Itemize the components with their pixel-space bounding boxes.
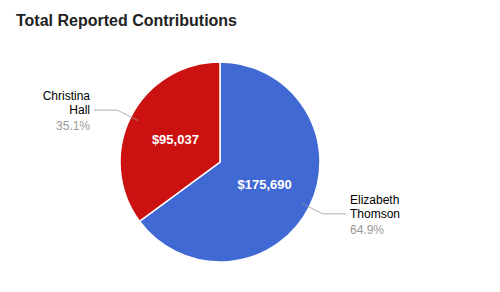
chart: Total Reported Contributions $175,690 $95,… [0, 0, 500, 292]
title: Total Reported Contributions [16, 12, 237, 29]
pie: $175,690 $95,037 ElizabethThomson 64.9% Chri… [43, 62, 400, 262]
category-label: ChristinaHall [43, 89, 91, 117]
percent-label: 35.1% [56, 119, 90, 133]
leader-line [94, 110, 138, 120]
leader-line [302, 203, 346, 213]
data-label: $175,690 [238, 177, 292, 192]
percent-label: 64.9% [350, 223, 384, 237]
slice [120, 62, 220, 221]
data-label: $95,037 [152, 132, 199, 147]
category-label: ElizabethThomson [350, 193, 400, 221]
